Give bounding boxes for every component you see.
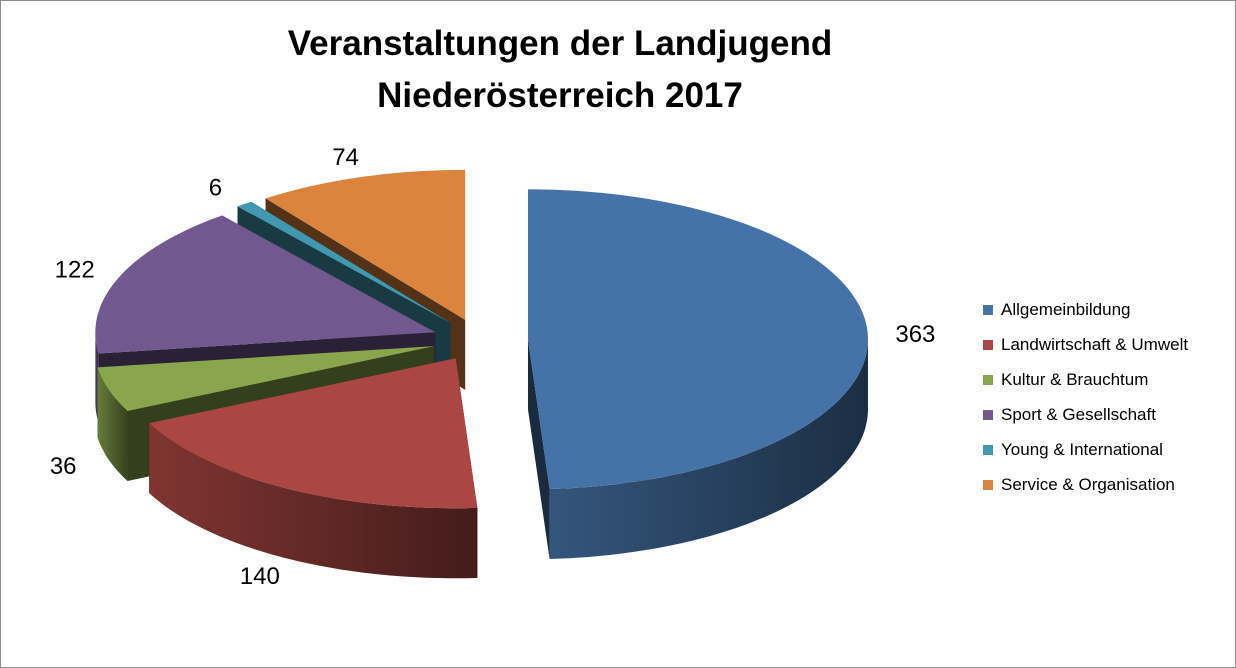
legend-label: Sport & Gesellschaft (1001, 404, 1156, 424)
legend-label: Allgemeinbildung (1001, 299, 1131, 319)
legend-item: Young & International (983, 432, 1188, 467)
data-label-3: 122 (55, 257, 95, 284)
pie-slice-4[interactable] (237, 201, 451, 324)
legend-swatch (983, 304, 993, 315)
pie-slice-1[interactable] (149, 358, 478, 509)
legend-item: Sport & Gesellschaft (983, 397, 1188, 432)
legend-item: Allgemeinbildung (983, 292, 1188, 327)
data-label-0: 363 (895, 321, 935, 348)
legend-label: Service & Organisation (1001, 474, 1175, 494)
slice-tops (95, 169, 868, 509)
legend-item: Kultur & Brauchtum (983, 362, 1188, 397)
legend-item: Service & Organisation (983, 467, 1188, 502)
data-label-5: 74 (332, 144, 359, 171)
legend-swatch (983, 374, 993, 385)
slice-wall-0 (527, 339, 550, 560)
pie-slice-0[interactable] (527, 189, 868, 490)
data-label-2: 36 (50, 453, 77, 480)
chart-title-line2: Niederösterreich 2017 (377, 76, 743, 115)
legend: Allgemeinbildung Landwirtschaft & Umwelt K… (983, 292, 1188, 502)
slice-side-0 (549, 339, 868, 560)
legend-swatch (983, 339, 993, 350)
legend-item: Landwirtschaft & Umwelt (983, 327, 1188, 362)
legend-label: Young & International (1001, 439, 1163, 459)
legend-label: Kultur & Brauchtum (1001, 369, 1149, 389)
legend-swatch (983, 444, 993, 455)
chart-title-line1: Veranstaltungen der Landjugend (287, 24, 833, 63)
data-label-4: 6 (209, 174, 222, 201)
pie-slice-5[interactable] (265, 169, 466, 320)
chart-title: Veranstaltungen der Landjugend Niederöst… (230, 18, 890, 122)
data-label-1: 140 (240, 563, 280, 590)
slice-side-2 (97, 367, 128, 482)
slice-side-1 (149, 423, 478, 579)
legend-label: Landwirtschaft & Umwelt (1001, 334, 1189, 354)
legend-swatch (983, 409, 993, 420)
pie-slice-3[interactable] (95, 215, 436, 354)
legend-swatch (983, 479, 993, 490)
pie-slice-2[interactable] (97, 346, 435, 412)
